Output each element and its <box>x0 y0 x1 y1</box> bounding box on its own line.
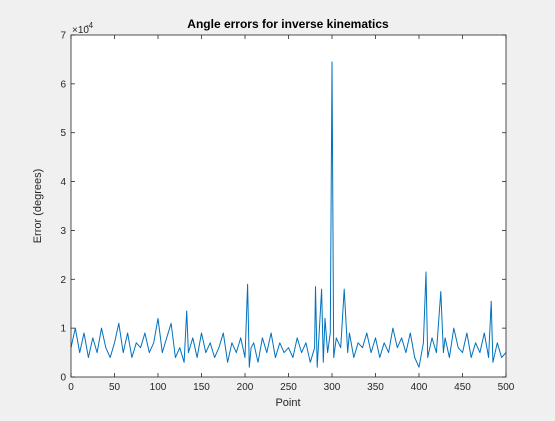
x-tick-label: 450 <box>454 382 471 393</box>
y-axis-label: Error (degrees) <box>32 169 44 244</box>
x-tick-label: 200 <box>237 382 254 393</box>
x-tick-label: 0 <box>68 382 74 393</box>
y-exponent-label: ×10 <box>72 25 89 36</box>
x-tick-label: 100 <box>150 382 167 393</box>
y-tick-label: 6 <box>60 79 66 90</box>
x-tick-label: 50 <box>109 382 121 393</box>
y-tick-label: 0 <box>60 373 66 384</box>
data-layer <box>70 61 507 368</box>
x-tick-label: 300 <box>324 382 341 393</box>
y-tick-label: 4 <box>60 177 66 188</box>
ticks-layer: 0 50 100 150 200 250 300 350 400 450 500 0 1 2 3 4 5 6 7 <box>60 31 514 394</box>
y-tick-label: 2 <box>60 275 66 286</box>
y-exponent-power: -4 <box>86 21 94 30</box>
x-axis-label: Point <box>275 397 300 409</box>
y-tick-label: 1 <box>60 324 66 335</box>
axes-background <box>71 35 506 377</box>
x-tick-label: 400 <box>411 382 428 393</box>
x-tick-label: 250 <box>280 382 297 393</box>
y-tick-label: 5 <box>60 128 66 139</box>
chart-title: Angle errors for inverse kinematics <box>187 17 389 31</box>
y-tick-label: 3 <box>60 226 66 237</box>
y-tick-label: 7 <box>60 31 66 42</box>
x-tick-label: 150 <box>193 382 210 393</box>
series-line <box>70 61 507 368</box>
x-tick-label: 350 <box>367 382 384 393</box>
x-tick-label: 500 <box>498 382 515 393</box>
